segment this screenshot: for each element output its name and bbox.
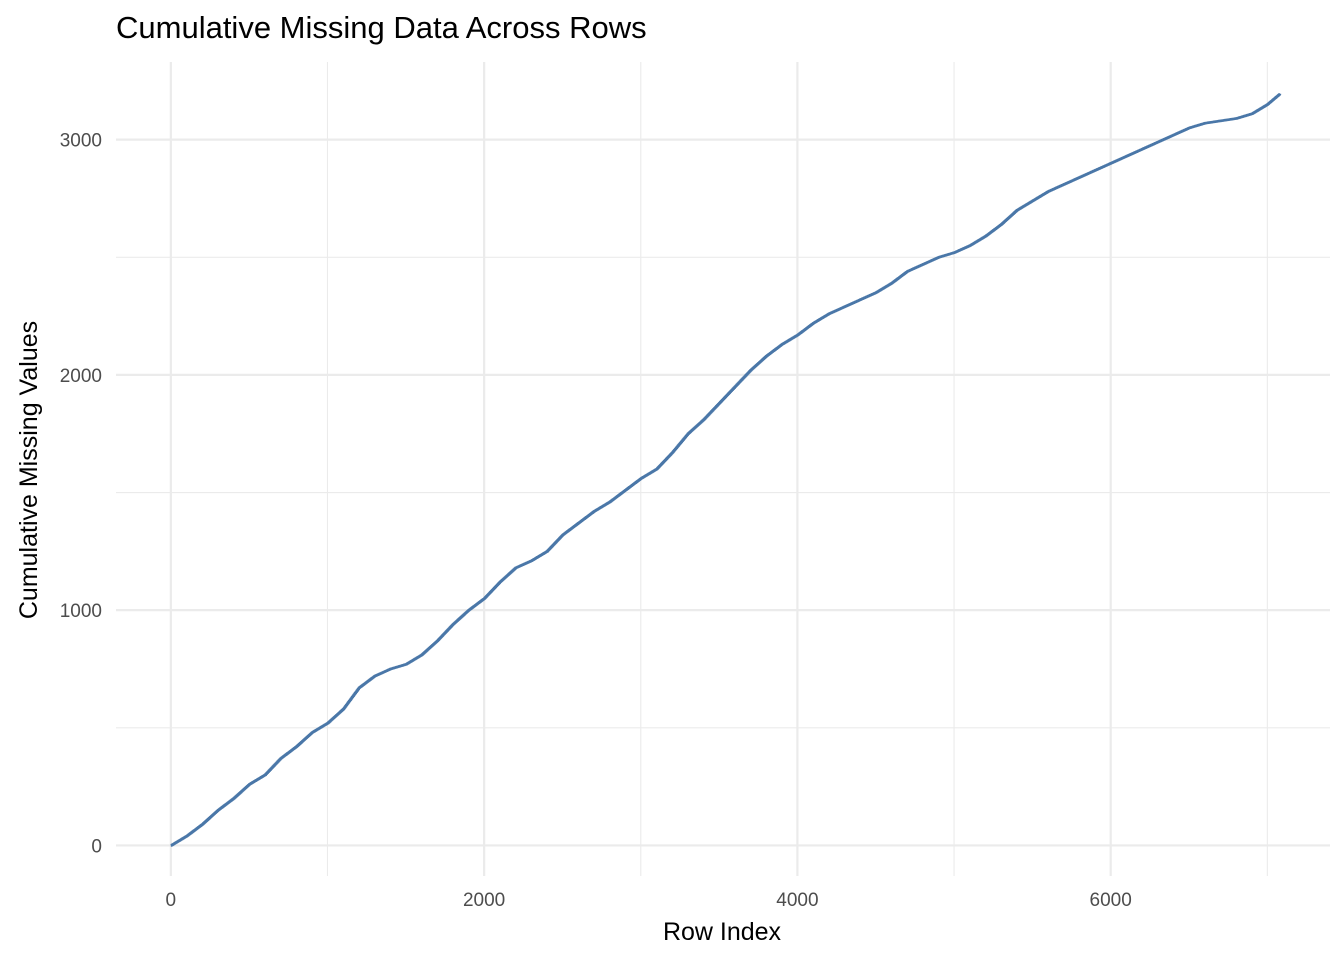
y-axis-title: Cumulative Missing Values	[15, 321, 43, 619]
x-tick-label: 6000	[1090, 890, 1132, 911]
x-tick-label: 0	[166, 890, 177, 911]
x-tick-label: 4000	[776, 890, 818, 911]
x-axis-tick-labels: 0 2000 4000 6000	[166, 890, 1132, 911]
series-layer	[170, 93, 1282, 847]
chart-title: Cumulative Missing Data Across Rows	[116, 10, 647, 45]
cumulative-missing-line	[170, 93, 1282, 847]
y-tick-label: 2000	[60, 366, 102, 387]
y-axis-tick-labels: 0 1000 2000 3000	[60, 131, 102, 858]
y-tick-label: 1000	[60, 601, 102, 622]
major-gridlines	[116, 62, 1330, 876]
x-axis-title: Row Index	[663, 918, 782, 946]
minor-gridlines	[116, 62, 1330, 876]
y-tick-label: 3000	[60, 131, 102, 152]
y-tick-label: 0	[91, 836, 102, 857]
x-tick-label: 2000	[463, 890, 505, 911]
